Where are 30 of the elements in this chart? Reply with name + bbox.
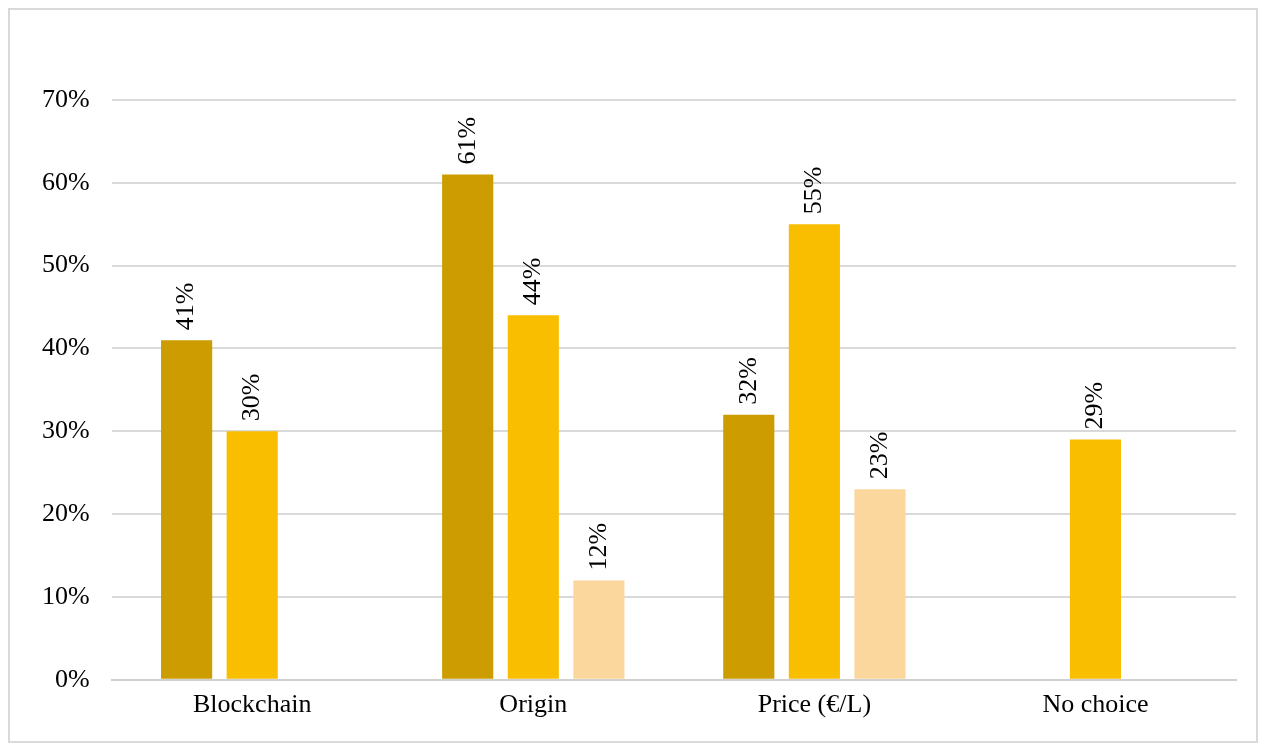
- y-tick-label: 70%: [41, 83, 90, 113]
- y-tick-label: 40%: [41, 332, 90, 362]
- y-tick-label: 50%: [41, 249, 90, 279]
- text: 23%: [863, 431, 893, 480]
- bar: [854, 489, 906, 679]
- bar: [161, 340, 213, 679]
- y-tick-label: 30%: [41, 415, 90, 445]
- y-tick-label: 0%: [54, 663, 90, 693]
- bar: [1069, 439, 1122, 679]
- bar: [226, 431, 278, 679]
- bar: [573, 580, 625, 679]
- x-tick-label: Price (€/L): [757, 689, 872, 719]
- text: 12%: [582, 522, 612, 571]
- text: 30%: [236, 373, 266, 422]
- x-tick-label: No choice: [1042, 689, 1149, 719]
- bar: [723, 414, 775, 679]
- text: 61%: [451, 116, 481, 165]
- bar: [788, 224, 840, 679]
- bar: [507, 315, 559, 679]
- bar: [442, 174, 494, 679]
- y-tick-label: 60%: [41, 166, 90, 196]
- text: 29%: [1079, 381, 1109, 430]
- text: 55%: [798, 166, 828, 215]
- x-tick-label: Blockchain: [192, 689, 312, 719]
- y-tick-label: 10%: [41, 580, 90, 610]
- x-tick-label: Origin: [499, 689, 568, 719]
- text: 32%: [732, 357, 762, 405]
- y-tick-label: 20%: [41, 497, 90, 527]
- text: 44%: [517, 257, 547, 306]
- text: 41%: [170, 282, 200, 331]
